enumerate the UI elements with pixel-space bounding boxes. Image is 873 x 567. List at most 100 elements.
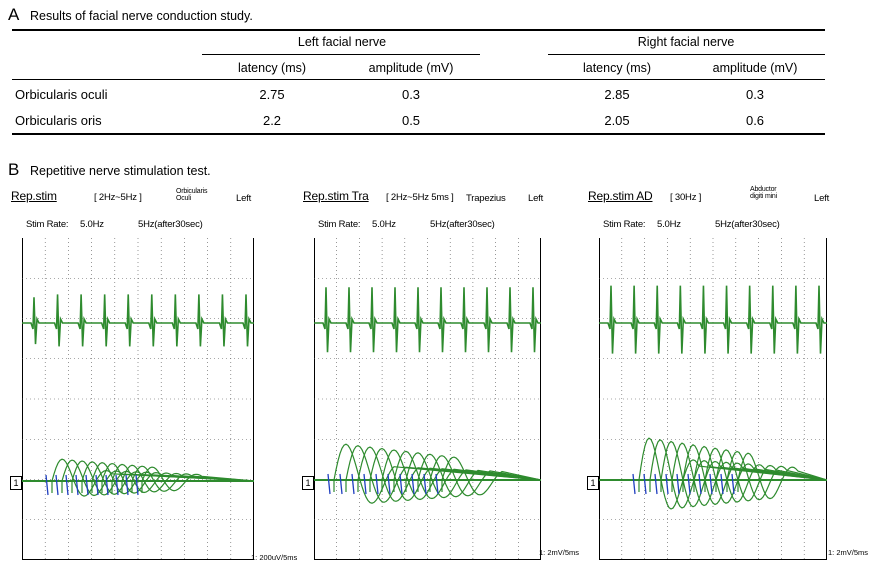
plot2-title: Rep.stim Tra bbox=[303, 189, 369, 203]
panel-b-letter: B bbox=[8, 160, 20, 179]
plot1-scale: 1: 200uV/5ms bbox=[251, 553, 298, 562]
cell-oculi-right-amplitude: 0.3 bbox=[745, 87, 765, 102]
plot2-emg-recording bbox=[314, 238, 541, 560]
cmap-waveform bbox=[141, 466, 254, 493]
cell-oris-right-amplitude: 0.6 bbox=[745, 113, 765, 128]
plot1-freq: [ 2Hz~5Hz ] bbox=[94, 192, 142, 203]
left-facial-nerve-header: Left facial nerve bbox=[297, 35, 387, 49]
stimulus-artifact bbox=[363, 473, 367, 495]
row-label-orbicularis-oculi: Orbicularis oculi bbox=[15, 87, 108, 102]
upper-emg-trace bbox=[22, 294, 254, 347]
stimulus-artifact bbox=[105, 474, 109, 496]
stimulus-artifact bbox=[720, 473, 724, 495]
plot2-channel-marker: 1 bbox=[302, 476, 314, 490]
stimulus-artifact bbox=[435, 473, 439, 495]
plot3-muscle: Abductor digiti mini bbox=[750, 186, 777, 200]
stimulus-artifact bbox=[135, 474, 139, 496]
stimulus-artifact bbox=[731, 473, 735, 495]
plot2-muscle: Trapezius bbox=[466, 193, 506, 204]
cell-oris-right-latency: 2.05 bbox=[604, 113, 630, 128]
cmap-waveform bbox=[715, 449, 827, 502]
plot3-title: Rep.stim AD bbox=[588, 189, 653, 203]
table-top-rule bbox=[12, 29, 825, 31]
cmap-waveform bbox=[726, 450, 827, 501]
col-header-left-amplitude: amplitude (mV) bbox=[368, 61, 454, 75]
plot2-after: 5Hz(after30sec) bbox=[430, 219, 495, 230]
stimulus-artifact bbox=[45, 474, 49, 496]
table-bottom-rule bbox=[12, 133, 825, 135]
cell-oris-left-amplitude: 0.5 bbox=[401, 113, 421, 128]
plot3-stim-rate-label: Stim Rate: bbox=[603, 219, 646, 230]
plot1-title: Rep.stim bbox=[11, 189, 57, 203]
col-header-right-latency: latency (ms) bbox=[582, 61, 652, 75]
plot2-freq: [ 2Hz~5Hz 5ms ] bbox=[386, 192, 454, 203]
cmap-waveform bbox=[121, 464, 254, 493]
cmap-waveform bbox=[429, 455, 541, 497]
cmap-waveform bbox=[417, 453, 541, 498]
panel-b-caption: Repetitive nerve stimulation test. bbox=[30, 164, 211, 178]
stimulus-artifact bbox=[399, 473, 403, 495]
cmap-waveform bbox=[737, 452, 827, 500]
cmap-waveform bbox=[51, 458, 254, 497]
cmap-waveform bbox=[704, 447, 827, 503]
cmap-waveform bbox=[405, 452, 541, 499]
cmap-waveform bbox=[693, 445, 827, 504]
plot2-stim-rate-label: Stim Rate: bbox=[318, 219, 361, 230]
cell-oculi-left-amplitude: 0.3 bbox=[401, 87, 421, 102]
cmap-waveform bbox=[393, 450, 541, 500]
plot1-after: 5Hz(after30sec) bbox=[138, 219, 203, 230]
cmap-waveform bbox=[345, 445, 541, 503]
plot1-stim-rate: 5.0Hz bbox=[80, 219, 104, 230]
stimulus-artifact bbox=[709, 473, 713, 495]
cmap-waveform bbox=[81, 461, 254, 495]
cmap-waveform bbox=[357, 446, 541, 502]
cmap-waveform bbox=[71, 460, 254, 496]
header-bottom-rule bbox=[12, 79, 825, 80]
upper-emg-trace bbox=[314, 287, 541, 353]
stimulus-artifact bbox=[327, 473, 331, 495]
cell-oculi-left-latency: 2.75 bbox=[259, 87, 285, 102]
stimulus-artifact bbox=[339, 473, 343, 495]
plot3-after: 5Hz(after30sec) bbox=[715, 219, 780, 230]
stimulus-artifact bbox=[65, 474, 69, 496]
stimulus-artifact bbox=[115, 474, 119, 496]
stimulus-artifact bbox=[423, 473, 427, 495]
plot3-channel-marker: 1 bbox=[587, 476, 599, 490]
cmap-waveform bbox=[369, 447, 541, 502]
cell-oris-left-latency: 2.2 bbox=[262, 113, 282, 128]
stimulus-artifact bbox=[375, 473, 379, 495]
stimulus-artifact bbox=[351, 473, 355, 495]
stimulus-artifact bbox=[55, 474, 59, 496]
plot2-side: Left bbox=[528, 193, 544, 204]
plot1-channel-marker: 1 bbox=[10, 476, 22, 490]
plot3-stim-rate: 5.0Hz bbox=[657, 219, 681, 230]
plot2-stim-rate: 5.0Hz bbox=[372, 219, 396, 230]
plot1-emg-recording bbox=[22, 238, 254, 560]
stimulus-artifact bbox=[654, 473, 658, 495]
stimulus-artifact bbox=[411, 473, 415, 495]
stimulus-artifact bbox=[95, 474, 99, 496]
cmap-waveform bbox=[381, 449, 541, 501]
stimulus-artifact bbox=[643, 473, 647, 495]
stimulus-artifact bbox=[665, 473, 669, 495]
stimulus-artifact bbox=[75, 474, 79, 496]
col-header-right-amplitude: amplitude (mV) bbox=[712, 61, 798, 75]
cmap-waveform bbox=[61, 459, 254, 497]
plot3-emg-recording bbox=[599, 238, 827, 560]
cmap-waveform bbox=[333, 443, 541, 504]
plot1-side: Left bbox=[236, 193, 252, 204]
stimulus-artifact bbox=[676, 473, 680, 495]
plot3-side: Left bbox=[814, 193, 830, 204]
stimulus-artifact bbox=[698, 473, 702, 495]
cell-oculi-right-latency: 2.85 bbox=[604, 87, 630, 102]
stimulus-artifact bbox=[387, 473, 391, 495]
row-label-orbicularis-oris: Orbicularis oris bbox=[15, 113, 102, 128]
stimulus-artifact bbox=[687, 473, 691, 495]
plot2-scale: 1: 2mV/5ms bbox=[539, 548, 580, 557]
plot1-muscle: Orbicularis Oculi bbox=[176, 188, 208, 202]
stimulus-artifact bbox=[632, 473, 636, 495]
cmap-waveform bbox=[131, 465, 254, 493]
stimulus-artifact bbox=[125, 474, 129, 496]
right-group-rule bbox=[548, 54, 825, 55]
right-facial-nerve-header: Right facial nerve bbox=[637, 35, 735, 49]
